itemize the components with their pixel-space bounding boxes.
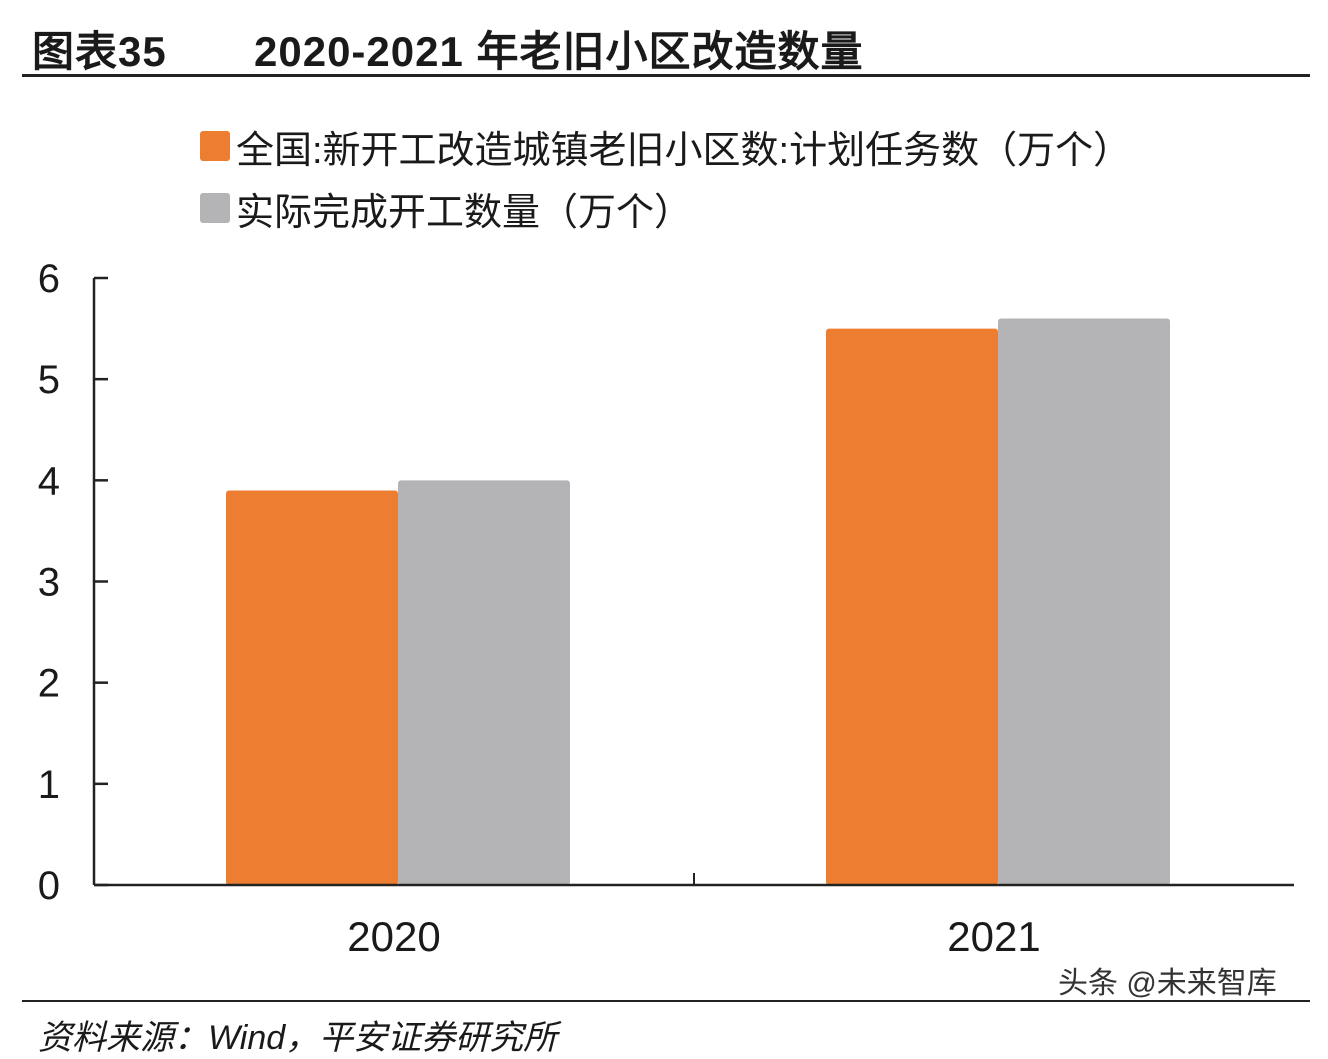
y-tick-label: 6	[38, 257, 60, 301]
legend-swatch-actual	[200, 193, 230, 223]
title-bar: 图表35 2020-2021 年老旧小区改造数量	[22, 8, 1310, 77]
legend-item-actual: 实际完成开工数量（万个）	[200, 177, 1131, 239]
bar-2021-series-1	[998, 318, 1170, 885]
legend-item-plan: 全国:新开工改造城镇老旧小区数:计划任务数（万个）	[200, 115, 1131, 177]
y-tick-label: 0	[38, 864, 60, 908]
footer-rule	[22, 1000, 1310, 1002]
legend-label-plan: 全国:新开工改造城镇老旧小区数:计划任务数（万个）	[236, 129, 1132, 172]
chart-title: 2020-2021 年老旧小区改造数量	[254, 28, 864, 75]
legend: 全国:新开工改造城镇老旧小区数:计划任务数（万个） 实际完成开工数量（万个）	[200, 115, 1131, 239]
watermark: 头条 @未来智库	[1058, 967, 1277, 1000]
y-tick-label: 1	[38, 763, 60, 807]
legend-label-actual: 实际完成开工数量（万个）	[236, 191, 693, 234]
bar-chart: 0 1 2 3 4 5 6 2020 2021	[38, 257, 1294, 960]
x-tick-label: 2020	[347, 913, 440, 960]
y-tick-label: 5	[38, 358, 60, 402]
bar-2020-series-0	[226, 490, 398, 885]
y-tick-label: 4	[38, 459, 60, 503]
figure-number: 图表35	[32, 28, 167, 75]
x-tick-label: 2021	[947, 913, 1040, 960]
y-tick-label: 2	[38, 662, 60, 706]
bar-2020-series-1	[398, 480, 570, 885]
source-note: 资料来源：Wind，平安证券研究所	[38, 1019, 558, 1057]
bar-2021-series-0	[826, 328, 998, 885]
legend-swatch-plan	[200, 131, 230, 161]
y-tick-label: 3	[38, 561, 60, 605]
